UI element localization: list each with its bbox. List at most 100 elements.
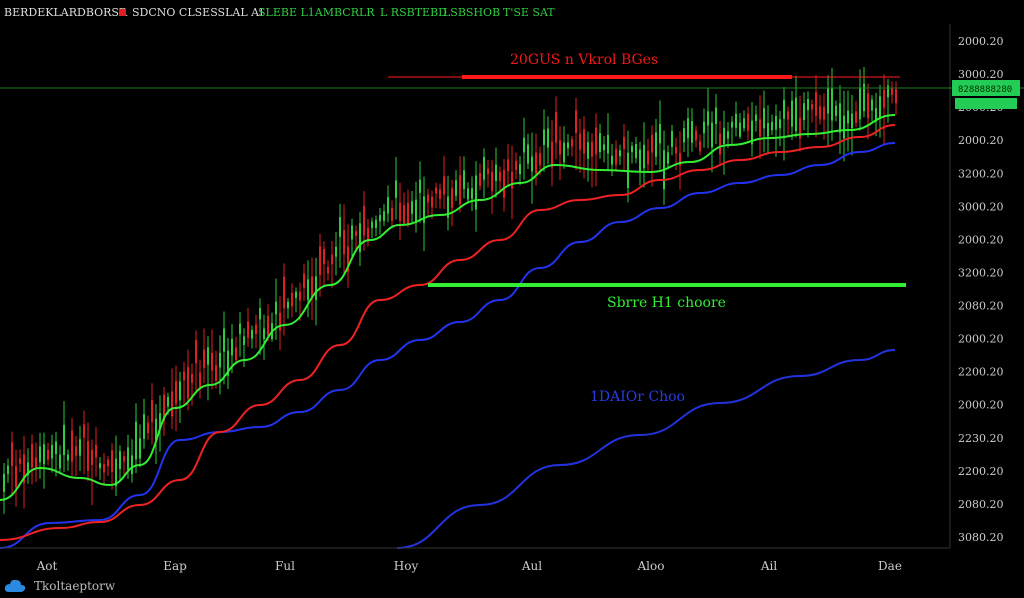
price-chart[interactable]: 20GUS n Vkrol BGes Sbrre H1 choore 1DAIO… (0, 0, 1024, 574)
resistance-label: 20GUS n Vkrol BGes (510, 52, 658, 68)
candle-body (819, 106, 821, 120)
candle-body (843, 115, 845, 139)
candle-body (15, 466, 17, 488)
candle-body (623, 136, 625, 150)
candle-body (655, 132, 657, 157)
candle-body (679, 152, 681, 166)
red-status-dot (119, 9, 126, 16)
candle-body (671, 131, 673, 147)
candle-body (307, 279, 309, 300)
candle-body (323, 248, 325, 265)
candle-body (403, 205, 405, 224)
candle-body (795, 97, 797, 132)
candle-body (411, 201, 413, 214)
candle-body (535, 152, 537, 174)
candle-body (739, 122, 741, 137)
candle-body (187, 367, 189, 399)
candle-body (583, 129, 585, 154)
candle-body (751, 120, 753, 145)
candle-body (291, 293, 293, 307)
candle-body (355, 230, 357, 236)
candle-body (599, 133, 601, 153)
candle-body (279, 312, 281, 331)
candle-body (115, 458, 117, 487)
candle-body (87, 441, 89, 471)
candle-body (207, 347, 209, 365)
candle-body (179, 381, 181, 401)
candle-body (387, 197, 389, 214)
candle-body (247, 321, 249, 338)
candle-body (19, 458, 21, 464)
candle-body (67, 454, 69, 461)
candle-body (363, 206, 365, 236)
candle-body (407, 203, 409, 224)
candle-body (543, 129, 545, 145)
candle-body (891, 87, 893, 95)
candles-group (3, 66, 897, 514)
candle-body (491, 172, 493, 192)
candle-body (231, 338, 233, 356)
candle-body (731, 121, 733, 128)
support-label: Sbrre H1 choore (607, 295, 726, 311)
price-scale-labels: 2000.20 3000.20 2000.20 2000.20 3200.20 3000.… (958, 35, 1004, 544)
candle-body (511, 171, 513, 189)
candle-body (567, 142, 569, 149)
time-tick-label: Ful (275, 559, 295, 573)
candle-body (199, 372, 201, 387)
candle-body (895, 89, 897, 104)
candle-body (779, 119, 781, 129)
candle-body (475, 175, 477, 210)
candle-body (151, 400, 153, 422)
candle-body (743, 118, 745, 129)
candle-body (159, 413, 161, 428)
candle-body (835, 105, 837, 116)
price-tick-label: 2000.20 (958, 35, 1004, 48)
moving-average-lines (0, 114, 896, 549)
candle-body (827, 87, 829, 114)
candle-body (139, 438, 141, 459)
candle-body (859, 87, 861, 120)
candle-body (639, 149, 641, 173)
candle-body (667, 152, 669, 164)
candle-body (55, 441, 57, 455)
candle-body (539, 153, 541, 166)
candle-body (763, 108, 765, 129)
candle-body (107, 459, 109, 467)
candle-body (631, 145, 633, 153)
ohlc-value-3: LSBSHOB (443, 6, 501, 19)
candle-body (47, 449, 49, 460)
time-tick-label: Aloo (637, 559, 665, 573)
cloud-logo-icon (4, 579, 26, 592)
candle-body (871, 99, 873, 111)
candle-body (715, 107, 717, 124)
ma-mid-line (0, 124, 896, 541)
footer-bar: Tkoltaeptorw (0, 574, 1024, 598)
brand-watermark: Tkoltaeptorw (34, 579, 116, 593)
candle-body (131, 455, 133, 475)
time-tick-label: Dae (878, 559, 902, 573)
candle-body (155, 418, 157, 441)
time-tick-label: Ail (760, 559, 778, 573)
candle-body (851, 113, 853, 129)
symbol-label: BERDEKLARDBORSR (4, 6, 128, 19)
candle-body (839, 103, 841, 133)
candle-body (647, 150, 649, 165)
candle-body (239, 323, 241, 334)
candle-body (447, 196, 449, 218)
ohlc-value-4: T'SE SAT (503, 6, 555, 19)
candle-body (183, 371, 185, 381)
candle-body (699, 141, 701, 152)
candle-body (759, 119, 761, 137)
candle-body (735, 113, 737, 128)
candle-body (367, 228, 369, 242)
candle-body (531, 156, 533, 172)
candle-body (803, 103, 805, 121)
candle-body (395, 180, 397, 198)
price-tick-label: 3200.20 (958, 167, 1004, 180)
candle-body (551, 141, 553, 168)
current-price-badge (952, 80, 1020, 96)
candle-body (587, 142, 589, 159)
candle-body (259, 308, 261, 320)
candle-body (263, 328, 265, 340)
candle-body (879, 96, 881, 118)
